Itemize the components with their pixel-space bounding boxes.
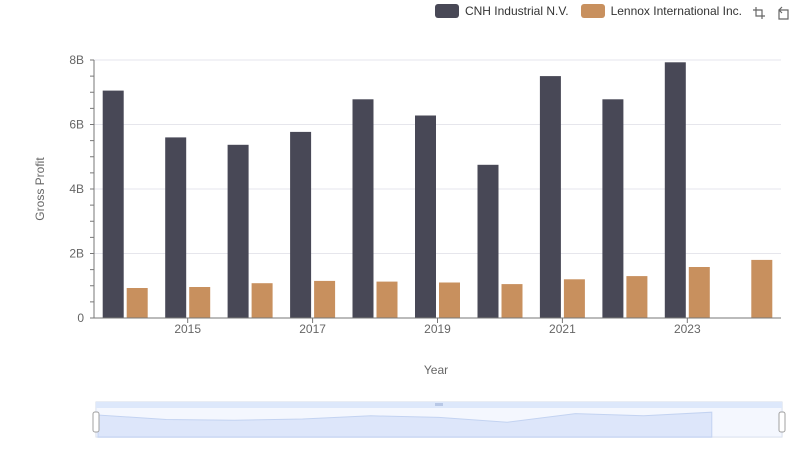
x-axis: 2015 2017 2019 2021 2023: [94, 317, 781, 336]
bar-lennox-2019[interactable]: [439, 282, 460, 319]
bar-lennox-2021[interactable]: [563, 279, 585, 318]
slider-preview-area: [97, 411, 713, 438]
slider-handle-left[interactable]: [92, 411, 100, 433]
bar-cnh-2019[interactable]: [415, 115, 436, 319]
y-tick-label: 8B: [69, 53, 84, 67]
bar-lennox-2014[interactable]: [126, 288, 148, 318]
y-axis: 0 2B 4B 6B 8B: [69, 53, 95, 325]
legend-item-lennox[interactable]: Lennox International Inc.: [580, 4, 742, 18]
bar-lennox-2017[interactable]: [314, 280, 336, 318]
bar-lennox-2015[interactable]: [189, 287, 211, 318]
bar-cnh-2020[interactable]: [477, 164, 499, 318]
bar-lennox-2016[interactable]: [251, 283, 273, 318]
slider-handle-right[interactable]: [778, 411, 786, 433]
bar-cnh-2017[interactable]: [290, 131, 312, 318]
bar-cnh-2021[interactable]: [539, 76, 561, 318]
y-tick-label: 2B: [69, 247, 84, 261]
x-tick-label: 2017: [299, 322, 326, 336]
bar-lennox-2022[interactable]: [626, 276, 648, 318]
bar-lennox-2024[interactable]: [751, 259, 773, 318]
chart-toolbox: [752, 6, 790, 20]
x-tick-label: 2023: [674, 322, 701, 336]
legend-swatch-cnh: [434, 4, 459, 18]
zoom-slider[interactable]: [92, 401, 786, 438]
slider-grip[interactable]: [435, 403, 443, 406]
bar-cnh-2015[interactable]: [165, 137, 187, 318]
x-axis-title: Year: [424, 363, 448, 377]
bar-lennox-2020[interactable]: [501, 284, 523, 318]
x-tick-label: 2021: [549, 322, 576, 336]
restore-icon[interactable]: [776, 6, 790, 20]
x-tick-label: 2019: [424, 322, 451, 336]
bar-cnh-2023[interactable]: [664, 62, 686, 318]
bar-lennox-2018[interactable]: [376, 281, 398, 318]
x-tick-label: 2015: [174, 322, 201, 336]
y-tick-label: 6B: [69, 118, 84, 132]
legend-item-cnh[interactable]: CNH Industrial N.V.: [434, 4, 569, 18]
legend-label-cnh: CNH Industrial N.V.: [464, 4, 569, 18]
legend: CNH Industrial N.V. Lennox International…: [434, 4, 742, 18]
y-tick-label: 0: [77, 311, 84, 325]
legend-label-lennox: Lennox International Inc.: [610, 4, 742, 18]
y-tick-label: 4B: [69, 182, 84, 196]
legend-swatch-lennox: [580, 4, 605, 18]
bar-cnh-2022[interactable]: [602, 99, 624, 318]
bars: [102, 62, 773, 319]
bar-cnh-2014[interactable]: [102, 90, 124, 318]
slider-selection: [96, 408, 782, 437]
bar-lennox-2023[interactable]: [688, 267, 710, 318]
y-axis-title: Gross Profit: [33, 157, 47, 221]
zoom-box-icon[interactable]: [752, 6, 766, 20]
bar-cnh-2018[interactable]: [352, 99, 374, 318]
bar-cnh-2016[interactable]: [227, 144, 249, 318]
